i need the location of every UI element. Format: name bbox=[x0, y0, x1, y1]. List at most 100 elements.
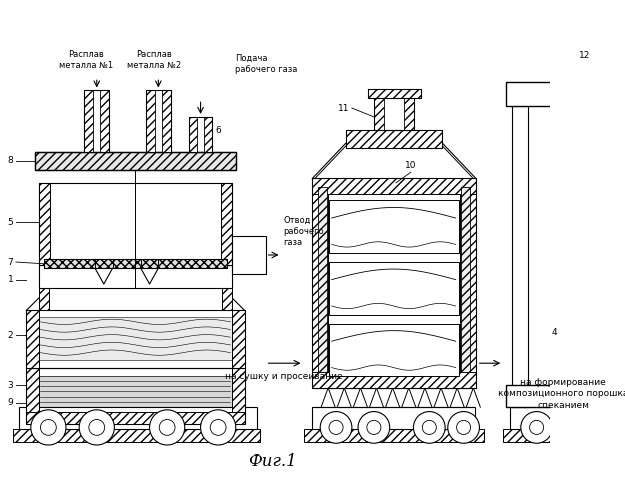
Circle shape bbox=[529, 420, 544, 434]
Text: на формирование
композиционного порошка
спеканием: на формирование композиционного порошка … bbox=[498, 378, 625, 410]
Bar bbox=[204, 117, 212, 152]
Bar bbox=[26, 412, 244, 424]
Text: 7: 7 bbox=[8, 258, 13, 266]
Bar bbox=[570, 388, 625, 398]
Text: на сушку и просеивание: на сушку и просеивание bbox=[226, 372, 343, 381]
Bar bbox=[312, 178, 476, 388]
Bar bbox=[404, 95, 414, 130]
Bar bbox=[614, 200, 625, 209]
Bar bbox=[232, 236, 239, 255]
Text: 12: 12 bbox=[579, 51, 591, 60]
Bar bbox=[461, 187, 470, 372]
Bar bbox=[39, 183, 50, 264]
Circle shape bbox=[414, 412, 445, 443]
Bar bbox=[586, 272, 625, 388]
Bar bbox=[331, 326, 458, 374]
Bar bbox=[84, 90, 93, 152]
Circle shape bbox=[457, 420, 471, 434]
Text: 1: 1 bbox=[8, 275, 13, 284]
Circle shape bbox=[89, 420, 104, 436]
Bar bbox=[162, 90, 171, 152]
Circle shape bbox=[358, 412, 390, 443]
Bar bbox=[146, 90, 155, 152]
Bar bbox=[39, 264, 232, 288]
Circle shape bbox=[31, 410, 66, 445]
Text: 5: 5 bbox=[8, 218, 13, 227]
Bar bbox=[331, 202, 458, 252]
Text: Подача
рабочего газа: Подача рабочего газа bbox=[235, 54, 298, 74]
Bar bbox=[614, 174, 625, 183]
Bar bbox=[331, 264, 458, 313]
Bar bbox=[312, 372, 476, 388]
Bar bbox=[189, 117, 212, 152]
Circle shape bbox=[201, 410, 236, 445]
Circle shape bbox=[367, 420, 381, 434]
Bar bbox=[614, 227, 625, 235]
Bar bbox=[512, 106, 528, 407]
Bar bbox=[232, 236, 266, 275]
Bar bbox=[232, 310, 244, 368]
Bar bbox=[506, 385, 625, 407]
Bar bbox=[39, 264, 49, 310]
Bar bbox=[19, 407, 257, 429]
Bar bbox=[44, 260, 227, 268]
Bar bbox=[312, 178, 328, 388]
Bar bbox=[570, 262, 625, 398]
Bar bbox=[329, 262, 459, 315]
Bar bbox=[346, 130, 442, 148]
Bar bbox=[510, 407, 625, 429]
Text: 11: 11 bbox=[338, 104, 349, 112]
Bar bbox=[26, 368, 39, 416]
Circle shape bbox=[79, 410, 114, 445]
Bar bbox=[570, 262, 625, 272]
Bar bbox=[222, 264, 232, 310]
Circle shape bbox=[329, 420, 343, 434]
Bar bbox=[39, 376, 232, 412]
Bar bbox=[35, 152, 236, 170]
Bar bbox=[189, 117, 197, 152]
Circle shape bbox=[159, 420, 175, 436]
Bar bbox=[232, 255, 239, 274]
Bar bbox=[44, 260, 227, 268]
Bar bbox=[319, 187, 328, 372]
Text: Расплав
металла №1: Расплав металла №1 bbox=[59, 50, 113, 70]
Bar bbox=[84, 90, 109, 152]
Circle shape bbox=[41, 420, 56, 436]
Circle shape bbox=[210, 420, 226, 436]
Bar bbox=[35, 152, 236, 170]
Text: 2: 2 bbox=[8, 330, 13, 340]
Bar bbox=[312, 178, 476, 194]
Text: 6: 6 bbox=[215, 126, 221, 134]
Bar bbox=[581, 249, 625, 264]
Bar bbox=[503, 429, 625, 442]
Bar bbox=[374, 95, 414, 130]
Text: Отвод
рабочего
газа: Отвод рабочего газа bbox=[283, 216, 324, 247]
Text: 4: 4 bbox=[551, 328, 557, 337]
Bar bbox=[368, 88, 421, 98]
Bar bbox=[460, 178, 476, 388]
Circle shape bbox=[574, 420, 588, 434]
Bar bbox=[26, 310, 39, 368]
Circle shape bbox=[521, 412, 552, 443]
Bar bbox=[346, 130, 442, 148]
Circle shape bbox=[565, 412, 596, 443]
Circle shape bbox=[448, 412, 479, 443]
Text: 8: 8 bbox=[8, 156, 13, 166]
Bar bbox=[506, 82, 625, 106]
Bar bbox=[146, 90, 171, 152]
Bar bbox=[26, 310, 244, 368]
Text: 3: 3 bbox=[8, 380, 13, 390]
Circle shape bbox=[320, 412, 352, 443]
Bar bbox=[570, 262, 586, 398]
Circle shape bbox=[149, 410, 185, 445]
Bar bbox=[13, 429, 259, 442]
Text: Фиг.1: Фиг.1 bbox=[248, 453, 297, 470]
Bar bbox=[304, 429, 484, 442]
Bar bbox=[329, 200, 459, 253]
Bar bbox=[39, 183, 232, 264]
Circle shape bbox=[422, 420, 436, 434]
Bar bbox=[232, 368, 244, 416]
Text: 10: 10 bbox=[405, 161, 417, 170]
Bar bbox=[26, 368, 244, 424]
Bar bbox=[581, 249, 593, 264]
